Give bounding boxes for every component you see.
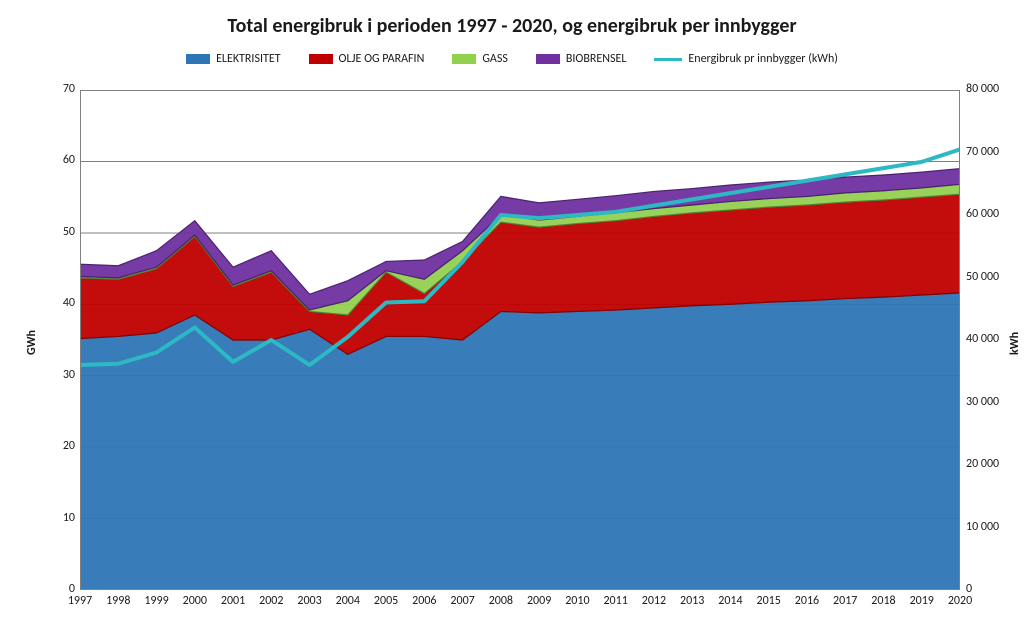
y-tick-right: 10 000 <box>966 520 1024 534</box>
legend-label: ELEKTRISITET <box>216 52 280 66</box>
y-tick-left: 70 <box>35 82 75 96</box>
legend-item: BIOBRENSEL <box>536 52 627 66</box>
y-tick-left: 50 <box>35 225 75 239</box>
y-tick-left: 10 <box>35 511 75 525</box>
x-tick: 2017 <box>825 594 865 608</box>
plot-area <box>80 90 960 590</box>
chart-container: Total energibruk i perioden 1997 - 2020,… <box>0 0 1024 634</box>
legend-swatch <box>186 54 210 64</box>
x-tick: 2015 <box>749 594 789 608</box>
x-tick: 1999 <box>137 594 177 608</box>
x-tick: 2004 <box>328 594 368 608</box>
y-tick-left: 30 <box>35 368 75 382</box>
y-tick-left: 60 <box>35 153 75 167</box>
x-tick: 2013 <box>672 594 712 608</box>
legend-line-swatch <box>654 58 682 61</box>
x-tick: 2014 <box>710 594 750 608</box>
legend-swatch <box>536 54 560 64</box>
legend-item: Energibruk pr innbygger (kWh) <box>654 52 838 66</box>
y-axis-left-label: GWh <box>25 330 39 355</box>
y-tick-right: 70 000 <box>966 145 1024 159</box>
legend-item: ELEKTRISITET <box>186 52 280 66</box>
legend-label: OLJE OG PARAFIN <box>339 52 425 66</box>
x-tick: 2001 <box>213 594 253 608</box>
y-tick-right: 60 000 <box>966 207 1024 221</box>
x-tick: 2016 <box>787 594 827 608</box>
legend: ELEKTRISITET OLJE OG PARAFIN GASS BIOBRENSE… <box>0 52 1024 66</box>
y-tick-right: 40 000 <box>966 332 1024 346</box>
x-tick: 2012 <box>634 594 674 608</box>
legend-label: GASS <box>482 52 508 66</box>
x-tick: 2010 <box>557 594 597 608</box>
x-tick: 2020 <box>940 594 980 608</box>
legend-swatch <box>452 54 476 64</box>
legend-label: Energibruk pr innbygger (kWh) <box>688 52 838 66</box>
y-tick-left: 20 <box>35 439 75 453</box>
x-tick: 2000 <box>175 594 215 608</box>
x-tick: 2002 <box>251 594 291 608</box>
legend-item: GASS <box>452 52 508 66</box>
x-tick: 2009 <box>519 594 559 608</box>
x-tick: 2008 <box>481 594 521 608</box>
y-tick-right: 20 000 <box>966 457 1024 471</box>
y-tick-right: 80 000 <box>966 82 1024 96</box>
x-tick: 2005 <box>366 594 406 608</box>
legend-label: BIOBRENSEL <box>566 52 627 66</box>
x-tick: 1997 <box>60 594 100 608</box>
x-tick: 1998 <box>98 594 138 608</box>
x-tick: 2006 <box>404 594 444 608</box>
legend-swatch <box>309 54 333 64</box>
x-tick: 2019 <box>902 594 942 608</box>
x-tick: 2018 <box>863 594 903 608</box>
y-tick-left: 40 <box>35 296 75 310</box>
x-tick: 2007 <box>443 594 483 608</box>
y-tick-right: 50 000 <box>966 270 1024 284</box>
x-tick: 2011 <box>596 594 636 608</box>
plot-svg <box>80 90 960 590</box>
chart-title: Total energibruk i perioden 1997 - 2020,… <box>0 14 1024 38</box>
y-tick-right: 30 000 <box>966 395 1024 409</box>
legend-item: OLJE OG PARAFIN <box>309 52 425 66</box>
x-tick: 2003 <box>290 594 330 608</box>
